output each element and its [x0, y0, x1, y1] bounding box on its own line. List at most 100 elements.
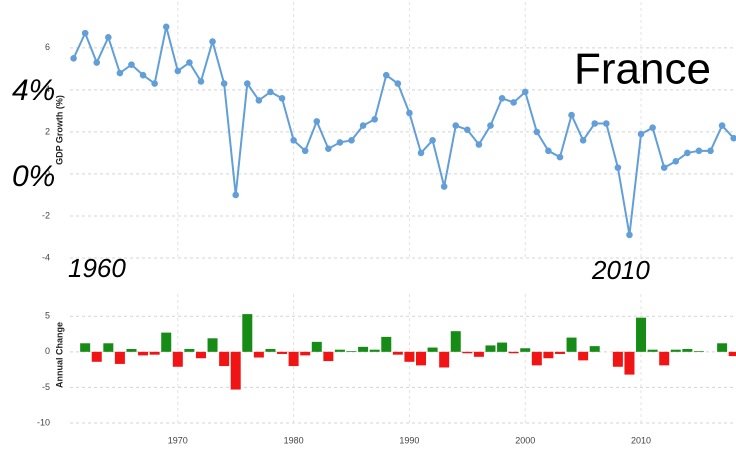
- bar: [138, 351, 149, 356]
- bar: [392, 351, 403, 355]
- data-point: [695, 147, 703, 155]
- data-point: [128, 61, 135, 68]
- data-point: [255, 97, 263, 104]
- data-point: [498, 94, 506, 102]
- data-point: [243, 80, 251, 87]
- bar: [184, 348, 195, 352]
- bar: [728, 351, 736, 357]
- x-tick-label: 2000: [515, 435, 535, 445]
- bar: [253, 351, 264, 358]
- y-axis-title: GDP Growth (%): [54, 95, 64, 165]
- annotation: 2010: [591, 255, 650, 285]
- bar: [508, 351, 519, 354]
- y-axis-title: Annual Change: [54, 322, 64, 388]
- data-point: [417, 149, 425, 157]
- annotation: 0%: [12, 160, 55, 193]
- x-tick-label: 1970: [168, 435, 188, 445]
- data-point: [568, 111, 575, 119]
- data-point: [521, 88, 529, 96]
- data-point: [533, 128, 541, 136]
- bar: [624, 351, 635, 375]
- data-point: [325, 145, 332, 153]
- y-tick-label: 2: [45, 126, 50, 136]
- bar: [80, 343, 91, 352]
- data-point: [232, 191, 240, 199]
- data-point: [626, 231, 633, 239]
- bar: [172, 351, 183, 367]
- annotation: 4%: [12, 74, 55, 107]
- x-tick-label: 2010: [631, 435, 651, 445]
- data-point: [707, 147, 714, 155]
- data-point: [649, 124, 656, 131]
- bar: [103, 343, 114, 352]
- bar: [589, 346, 600, 352]
- bar: [242, 314, 253, 352]
- bar: [427, 347, 438, 352]
- bar: [473, 351, 484, 357]
- data-point: [116, 69, 124, 77]
- data-point: [429, 137, 436, 144]
- data-point: [440, 183, 448, 190]
- bar: [682, 348, 693, 352]
- bar: [578, 351, 589, 361]
- data-point: [382, 71, 390, 79]
- bar: [450, 331, 461, 352]
- data-point: [348, 137, 355, 144]
- data-point: [579, 137, 587, 144]
- bar: [126, 348, 137, 352]
- bar: [693, 351, 704, 352]
- bar: [566, 337, 577, 352]
- data-point: [660, 164, 668, 171]
- data-point: [267, 88, 274, 96]
- data-point: [336, 139, 344, 146]
- data-point: [614, 164, 622, 171]
- data-point: [105, 34, 112, 41]
- data-point: [487, 122, 494, 129]
- y-tick-label: -2: [42, 210, 50, 220]
- data-point: [93, 59, 101, 66]
- data-point: [672, 158, 680, 165]
- y-tick-label: 6: [45, 42, 50, 52]
- data-point: [475, 141, 483, 148]
- data-point: [70, 55, 77, 62]
- data-point: [162, 23, 170, 31]
- y-tick-label: -5: [42, 382, 50, 392]
- data-point: [220, 80, 228, 87]
- data-point: [684, 149, 691, 157]
- data-point: [209, 38, 216, 45]
- data-point: [359, 122, 367, 129]
- bar: [497, 342, 508, 352]
- data-point: [637, 130, 645, 138]
- data-point: [371, 115, 378, 123]
- bar: [416, 351, 427, 366]
- data-point: [290, 137, 297, 144]
- y-tick-label: 0: [45, 346, 50, 356]
- bar: [554, 351, 565, 354]
- data-point: [81, 29, 89, 37]
- data-point: [278, 94, 286, 102]
- bar: [531, 351, 542, 366]
- bar: [230, 351, 241, 390]
- data-point: [545, 147, 552, 155]
- bar: [161, 332, 172, 352]
- bar: [149, 351, 160, 355]
- data-point: [464, 126, 471, 134]
- bar: [207, 338, 218, 352]
- y-tick-label: 4: [45, 84, 50, 94]
- data-point: [394, 80, 402, 87]
- bar: [369, 349, 380, 352]
- bar: [543, 351, 554, 359]
- data-point: [301, 147, 309, 155]
- bar: [717, 343, 728, 352]
- bar: [636, 317, 647, 352]
- data-point: [139, 71, 147, 79]
- bar: [358, 346, 369, 352]
- data-point: [186, 59, 193, 66]
- y-tick-label: -4: [42, 252, 50, 262]
- data-point: [313, 118, 321, 125]
- bar: [439, 351, 450, 368]
- data-point: [556, 153, 564, 161]
- bar: [520, 348, 531, 352]
- data-point: [197, 78, 205, 85]
- data-point: [602, 120, 610, 127]
